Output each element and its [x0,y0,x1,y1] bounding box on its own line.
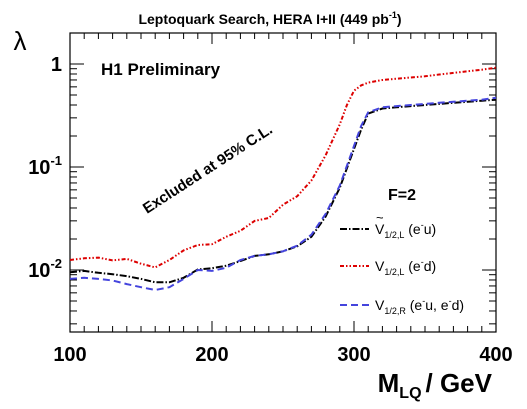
excluded-label: Excluded at 95% C.L. [140,121,276,217]
x-tick-label: 400 [479,344,512,366]
chart-labels: 100 200 300 400 1 10-1 10-2 Leptoquark Search, … [14,10,513,402]
x-tick-label: 100 [53,344,86,366]
legend-label-3: V1/2,R (e-u, e-d) [375,296,464,316]
y-tick-label: 10-1 [28,153,62,179]
legend-label-2: V1/2,L (e-d) [375,257,436,277]
x-axis-label: MLQ / GeV [378,368,493,402]
axes [69,32,497,333]
x-tick-label: 300 [337,344,370,366]
legend-tilde: ~ [376,210,384,225]
fermion-number-label: F=2 [388,187,416,204]
series-line-1 [69,98,497,284]
legend-label-1: V1/2,L (e-u) [375,220,436,240]
chart-title: Leptoquark Search, HERA I+II (449 pb-1) [138,10,401,27]
series-line-2 [69,66,497,269]
y-tick-label: 1 [51,54,62,76]
series-lines [69,66,497,292]
y-tick-label: 10-2 [28,256,62,282]
series-line-3 [69,96,497,292]
preliminary-label: H1 Preliminary [101,60,221,79]
y-axis-label: λ [14,26,27,56]
x-tick-label: 200 [195,344,228,366]
